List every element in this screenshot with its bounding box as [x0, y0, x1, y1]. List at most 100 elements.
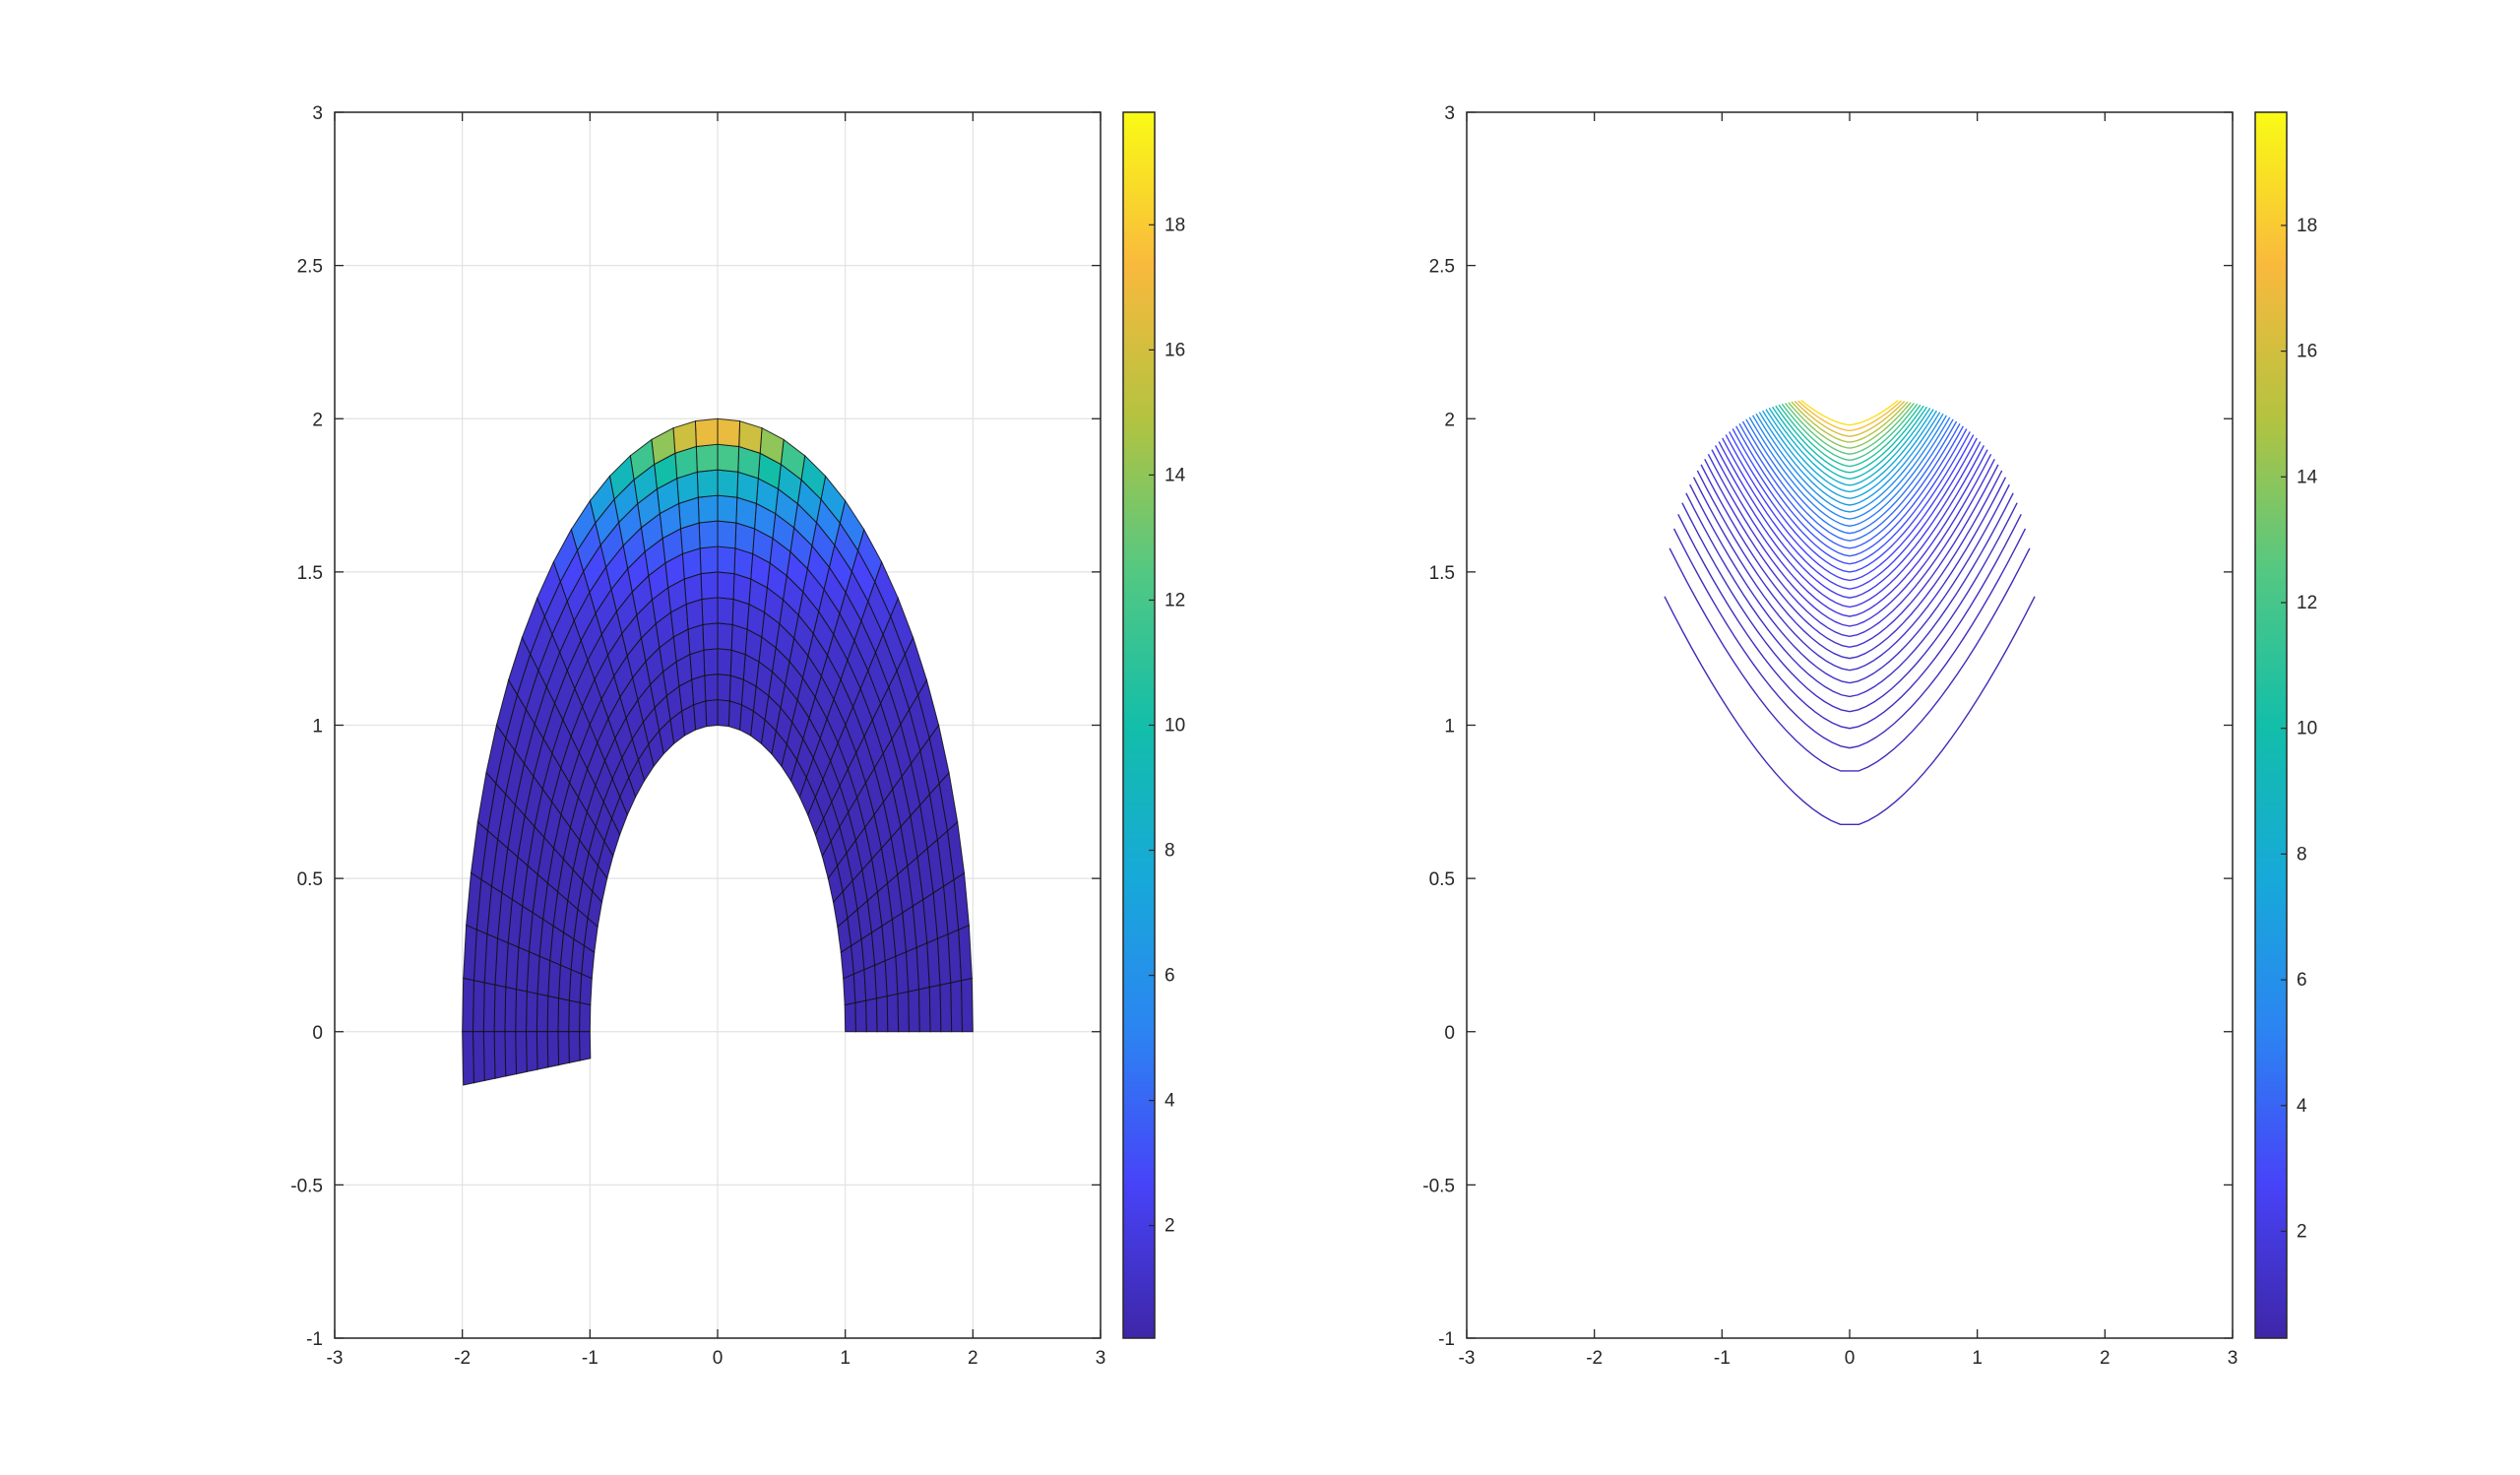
right-contour-lines — [1664, 400, 2036, 825]
mesh-cell — [854, 999, 867, 1033]
contour-line — [1729, 431, 1971, 573]
mesh-cell — [717, 520, 737, 549]
contour-line — [1696, 470, 2003, 660]
mesh-cell — [717, 494, 738, 524]
mesh-cell — [717, 699, 730, 728]
right-y-tick-label: 0 — [1444, 1023, 1455, 1044]
mesh-cell — [704, 673, 719, 702]
left-colorbar-tick-label: 2 — [1165, 1216, 1175, 1237]
mesh-cell — [717, 597, 734, 625]
left-y-tick-label: 0 — [312, 1023, 323, 1044]
right-y-tick-label: -1 — [1438, 1329, 1455, 1350]
left-x-tick-label: -3 — [327, 1348, 344, 1369]
contour-line — [1669, 547, 2031, 772]
right-panel: -3 -2 -1 0 1 2 3-1-0.500.511.522.53 2468101214… — [1422, 103, 2317, 1369]
right-y-tick-label: 2.5 — [1429, 257, 1455, 278]
mesh-cell — [557, 997, 570, 1033]
contour-line — [1672, 528, 2027, 749]
right-x-tick-label: 3 — [2228, 1348, 2238, 1369]
left-colorbar-tick-label: 18 — [1165, 215, 1185, 235]
mesh-cell — [493, 984, 507, 1033]
contour-line — [1752, 415, 1947, 520]
mesh-cell — [546, 1031, 560, 1068]
contour-line — [1768, 408, 1931, 486]
contour-line — [1748, 417, 1951, 527]
right-y-tick-label: 2 — [1444, 410, 1455, 430]
mesh-cell — [717, 622, 733, 651]
contour-line — [1685, 492, 2014, 698]
right-x-tick-label: 0 — [1845, 1348, 1856, 1369]
mesh-cell — [717, 571, 735, 601]
right-colorbar-tick-label: 4 — [2297, 1096, 2307, 1117]
right-colorbar-tick-label: 16 — [2297, 342, 2317, 362]
mesh-cell — [717, 648, 732, 676]
left-colorbar-tick-label: 8 — [1165, 841, 1175, 862]
left-colorbar-tick-label: 6 — [1165, 966, 1175, 987]
right-colorbar: 2 4 6 8 10 12 14 16 18 — [2254, 111, 2318, 1339]
right-y-tick-label: 3 — [1444, 103, 1455, 124]
mesh-cell — [950, 980, 964, 1033]
mesh-cell — [515, 1031, 528, 1075]
mesh-cell — [897, 991, 911, 1033]
right-x-tick-label: -1 — [1714, 1348, 1731, 1369]
left-x-tick-label: 2 — [968, 1348, 978, 1369]
mesh-cell — [579, 1001, 592, 1033]
contour-line — [1800, 400, 1899, 426]
contour-line — [1738, 422, 1961, 549]
contour-line — [1722, 437, 1978, 590]
left-y-tick-label: 2 — [312, 410, 323, 430]
mesh-cell — [939, 982, 953, 1033]
left-colorbar-tick-label: 10 — [1165, 716, 1185, 737]
mesh-cell — [865, 997, 878, 1033]
mesh-cell — [844, 1001, 856, 1033]
right-y-tick-label: 0.5 — [1429, 869, 1455, 890]
right-x-tick-label: -3 — [1459, 1348, 1476, 1369]
mesh-cell — [462, 1031, 474, 1086]
mesh-cell — [557, 1031, 570, 1066]
left-colorbar-tick-label: 12 — [1165, 590, 1185, 610]
right-y-tick-label: 1.5 — [1429, 563, 1455, 584]
contour-line — [1735, 425, 1964, 557]
mesh-cell — [728, 674, 744, 706]
contour-line — [1778, 404, 1922, 468]
left-colorbar: 2 4 6 8 10 12 14 16 18 — [1122, 111, 1186, 1339]
left-x-tick-label: -1 — [582, 1348, 598, 1369]
right-colorbar-gradient-bar — [2254, 111, 2288, 1339]
contour-line — [1755, 413, 1944, 513]
left-y-tick-label: -1 — [306, 1329, 323, 1350]
left-y-tick-label: 3 — [312, 103, 323, 124]
mesh-cell — [695, 443, 719, 473]
left-y-tick-label: 1 — [312, 717, 323, 738]
left-colorbar-tick-label: 4 — [1165, 1091, 1175, 1112]
right-y-tick-label: -0.5 — [1422, 1176, 1455, 1196]
contour-line — [1725, 434, 1975, 582]
right-colorbar-tick-label: 6 — [2297, 970, 2307, 991]
left-y-tick-label: 1.5 — [297, 563, 323, 584]
mesh-cell — [694, 417, 719, 448]
left-x-tick-label: 3 — [1096, 1348, 1106, 1369]
mesh-cell — [515, 989, 528, 1033]
mesh-cell — [472, 980, 485, 1033]
mesh-cell — [504, 1031, 517, 1077]
left-y-tick-label: -0.5 — [290, 1176, 323, 1196]
mesh-cell — [702, 622, 719, 651]
contour-line — [1794, 401, 1906, 437]
right-x-tick-label: 1 — [1972, 1348, 1983, 1369]
contour-line — [1785, 403, 1915, 455]
left-mesh-surface — [462, 417, 974, 1086]
mesh-cell — [730, 623, 748, 656]
mesh-cell — [579, 1031, 592, 1061]
mesh-cell — [568, 999, 581, 1033]
right-colorbar-tick-label: 18 — [2297, 216, 2317, 236]
mesh-cell — [705, 699, 719, 728]
mesh-cell — [918, 986, 931, 1033]
contour-line — [1714, 445, 1985, 609]
mesh-cell — [958, 924, 973, 982]
mesh-cell — [886, 993, 900, 1033]
mesh-cell — [961, 977, 974, 1033]
mesh-cell — [493, 1031, 507, 1079]
mesh-cell — [729, 649, 746, 680]
right-axes-background — [1467, 112, 2233, 1338]
contour-line — [1677, 514, 2022, 730]
mesh-cell — [697, 494, 719, 524]
